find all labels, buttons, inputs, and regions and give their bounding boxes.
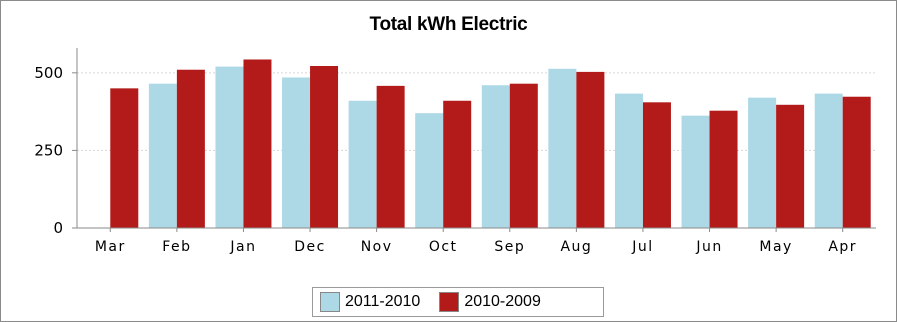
legend-label-series-2: 2010-2009 — [464, 293, 541, 310]
y-tick-label: 500 — [34, 64, 63, 82]
x-tick-label: Jan — [229, 239, 256, 255]
chart-title: Total kWh Electric — [369, 14, 528, 35]
bar-series-1-may — [748, 97, 777, 228]
bar-series-1-sep — [481, 85, 510, 228]
bar-series-1-aug — [548, 68, 577, 228]
bar-series-2-apr — [842, 96, 871, 228]
bar-series-1-oct — [415, 113, 444, 228]
x-tick-label: Oct — [429, 239, 458, 255]
bar-series-1-dec — [282, 77, 311, 228]
y-tick-label: 0 — [53, 219, 63, 237]
x-tick-label: Aug — [560, 239, 592, 255]
legend-swatch-series-1 — [320, 292, 340, 312]
y-tick-label: 250 — [34, 141, 63, 159]
bar-series-2-jun — [709, 110, 738, 228]
bar-series-2-dec — [310, 66, 339, 228]
bar-series-2-feb — [176, 69, 205, 228]
grid-lines — [77, 72, 876, 151]
bar-series-1-nov — [348, 100, 377, 228]
bar-series-1-apr — [814, 93, 843, 228]
bar-series-2-oct — [443, 100, 472, 228]
x-tick-label: Jun — [695, 239, 722, 255]
x-axis-ticks: Mar Feb Jan Dec Nov Oct Sep Aug Jul Jun May Apr — [95, 228, 857, 255]
legend-swatch-series-2 — [439, 292, 460, 312]
bar-series-2-may — [776, 104, 805, 228]
bar-series-2-sep — [509, 83, 538, 228]
legend-label-series-1: 2011-2010 — [345, 293, 421, 310]
x-tick-label: Jul — [631, 239, 653, 255]
x-tick-label: Mar — [95, 239, 126, 255]
x-tick-label: May — [759, 239, 792, 255]
plot-area — [77, 48, 876, 228]
x-tick-label: Apr — [828, 239, 857, 255]
y-axis-ticks: 0 250 500 — [34, 64, 77, 237]
x-tick-label: Dec — [294, 239, 326, 255]
bar-series-2-aug — [576, 71, 605, 229]
legend-item-series-2: 2010-2009 — [432, 292, 541, 312]
bar-series-1-jun — [681, 115, 710, 228]
bar-series-2-nov — [376, 85, 405, 229]
bar-series-2-jan — [243, 59, 272, 228]
x-tick-label: Nov — [361, 239, 393, 255]
bar-series-1-jul — [614, 93, 643, 228]
bar-series-1-jan — [215, 66, 244, 228]
bar-series-2-mar — [110, 88, 139, 229]
bars-group — [110, 59, 871, 229]
x-tick-label: Feb — [162, 239, 191, 255]
legend-item-series-1: 2011-2010 — [313, 292, 420, 312]
chart-legend: 2011-2010 2010-2009 — [312, 287, 604, 317]
x-tick-label: Sep — [494, 239, 525, 255]
bar-series-2-jul — [642, 102, 671, 228]
bar-series-1-feb — [148, 83, 177, 228]
